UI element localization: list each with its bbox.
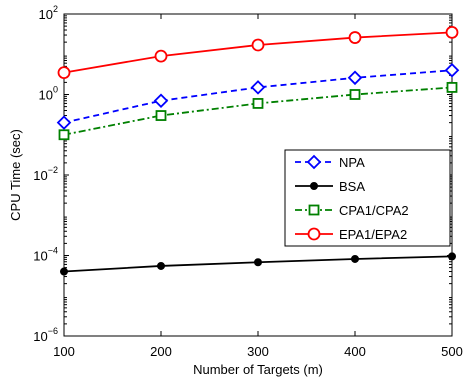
y-tick-label: 10−6 (33, 326, 58, 344)
y-tick-exponent: −4 (48, 246, 58, 256)
y-tick-label: 10−4 (33, 246, 58, 264)
data-point (447, 27, 458, 38)
legend-marker (311, 183, 318, 190)
y-tick-exponent: 2 (53, 4, 58, 14)
data-point (254, 99, 263, 108)
x-axis-title: Number of Targets (m) (193, 362, 323, 377)
x-tick-label: 400 (344, 344, 366, 359)
data-point (351, 90, 360, 99)
data-point (156, 51, 167, 62)
y-tick-exponent: −2 (48, 165, 58, 175)
legend-label: BSA (339, 179, 365, 194)
data-point (253, 39, 264, 50)
data-point (448, 83, 457, 92)
data-point (352, 255, 359, 262)
y-axis-title: CPU Time (sec) (8, 129, 23, 221)
legend-marker (310, 206, 319, 215)
x-tick-label: 500 (441, 344, 463, 359)
data-point (350, 32, 361, 43)
legend-label: NPA (339, 155, 365, 170)
y-tick-label: 102 (39, 4, 58, 22)
y-tick-label: 10−2 (33, 165, 58, 183)
data-point (59, 67, 70, 78)
x-tick-label: 300 (247, 344, 269, 359)
data-point (449, 253, 456, 260)
legend-marker (309, 229, 320, 240)
x-tick-label: 100 (53, 344, 75, 359)
data-point (157, 111, 166, 120)
x-tick-label: 200 (150, 344, 172, 359)
legend: NPA BSA CPA1/CPA2 EPA1/EPA2 (285, 150, 450, 246)
legend-label: EPA1/EPA2 (339, 227, 407, 242)
legend-label: CPA1/CPA2 (339, 203, 409, 218)
y-tick-label: 100 (39, 85, 58, 103)
y-tick-exponent: −6 (48, 326, 58, 336)
data-point (61, 268, 68, 275)
y-tick-exponent: 0 (53, 85, 58, 95)
data-point (255, 259, 262, 266)
data-point (60, 130, 69, 139)
data-point (158, 262, 165, 269)
